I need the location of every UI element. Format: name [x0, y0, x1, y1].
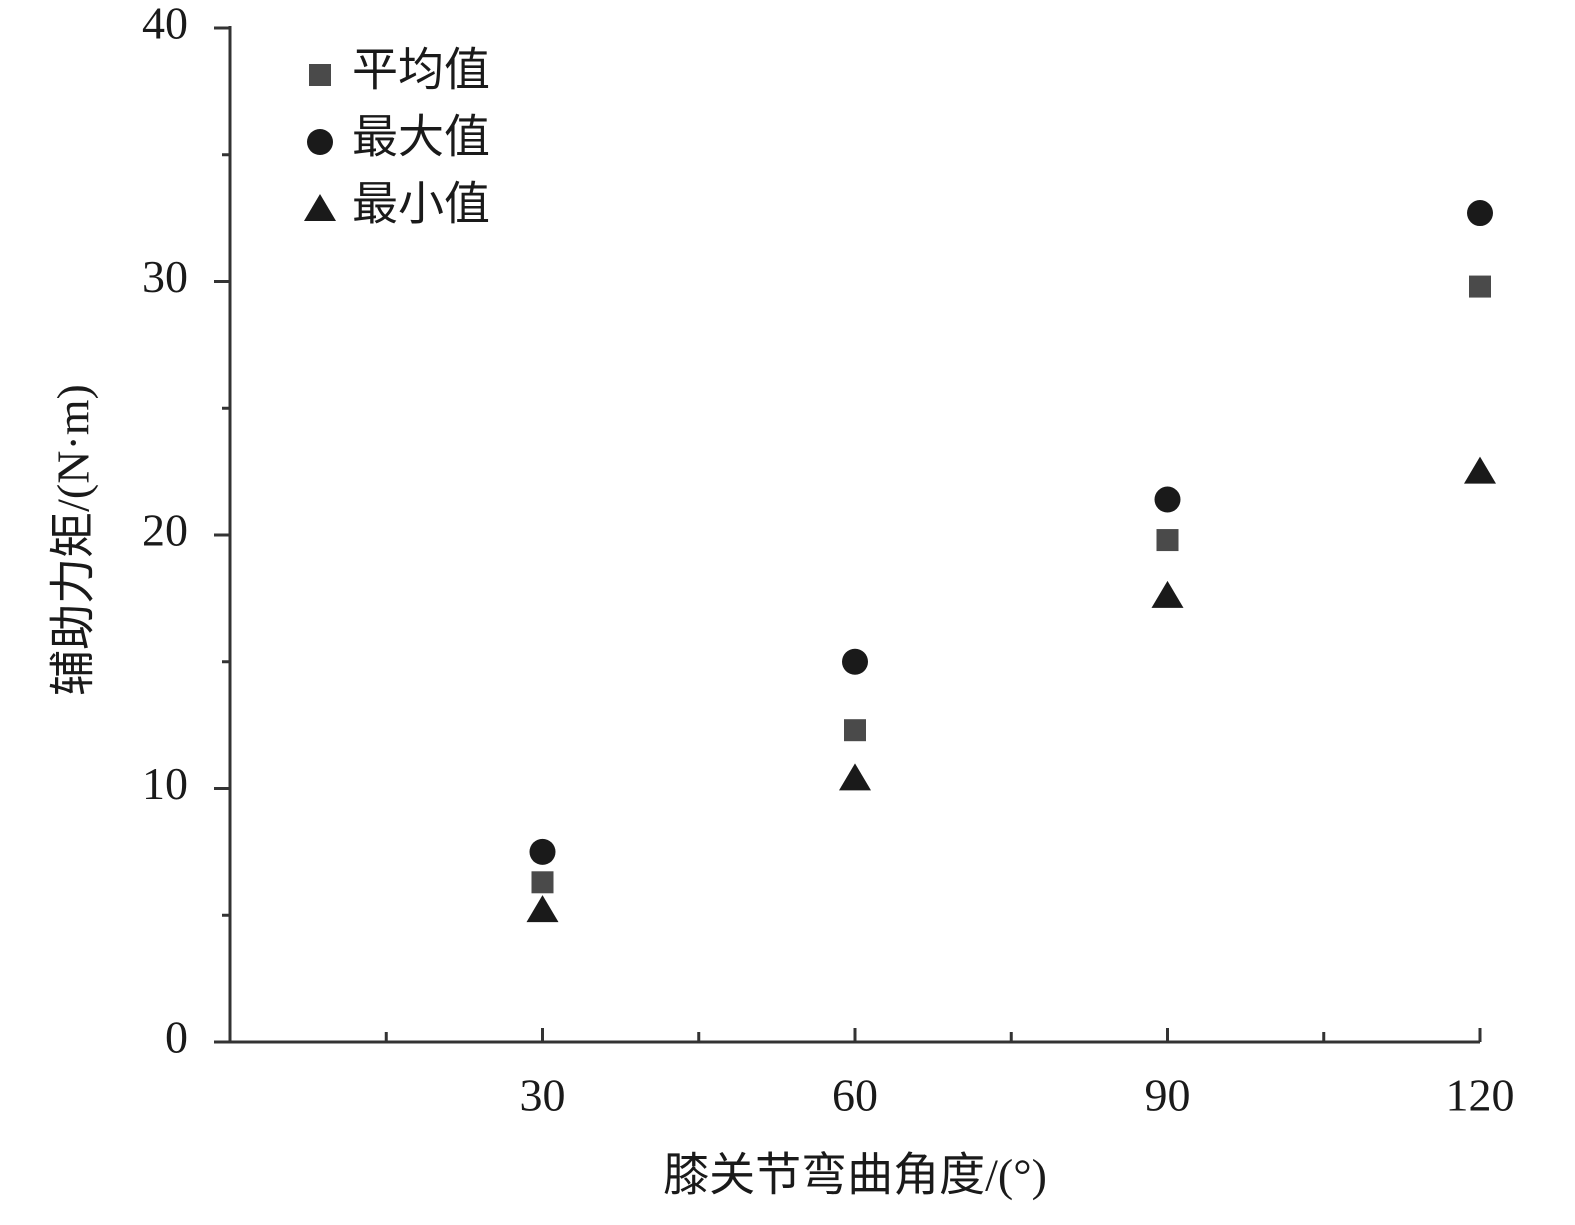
point — [839, 763, 871, 791]
y-tick-label: 20 — [142, 505, 188, 556]
point — [531, 871, 554, 894]
x-axis-label: 膝关节弯曲角度/(°) — [663, 1150, 1047, 1201]
y-tick-label: 10 — [142, 758, 188, 809]
y-axis-label: 辅助力矩/(N·m) — [48, 384, 99, 696]
point — [1154, 486, 1181, 513]
legend-label: 最小值 — [352, 179, 490, 230]
point — [529, 838, 556, 865]
point — [526, 895, 559, 923]
legend-label: 最大值 — [352, 112, 490, 163]
point — [1151, 580, 1184, 608]
x-tick-label: 120 — [1446, 1070, 1515, 1121]
point — [1156, 529, 1179, 552]
x-tick-label: 30 — [520, 1070, 566, 1121]
point — [842, 648, 868, 675]
y-tick-label: 30 — [142, 251, 188, 302]
point — [1469, 275, 1491, 298]
y-tick-label: 0 — [165, 1012, 188, 1063]
x-tick-label: 60 — [832, 1070, 878, 1121]
legend-marker — [307, 129, 333, 155]
x-tick-label: 90 — [1145, 1070, 1191, 1121]
point — [844, 719, 866, 742]
legend-label: 平均值 — [352, 45, 490, 96]
legend-marker — [304, 194, 336, 221]
point — [1467, 200, 1493, 227]
point — [1464, 456, 1496, 484]
y-tick-label: 40 — [142, 0, 188, 49]
legend-marker — [309, 64, 331, 86]
